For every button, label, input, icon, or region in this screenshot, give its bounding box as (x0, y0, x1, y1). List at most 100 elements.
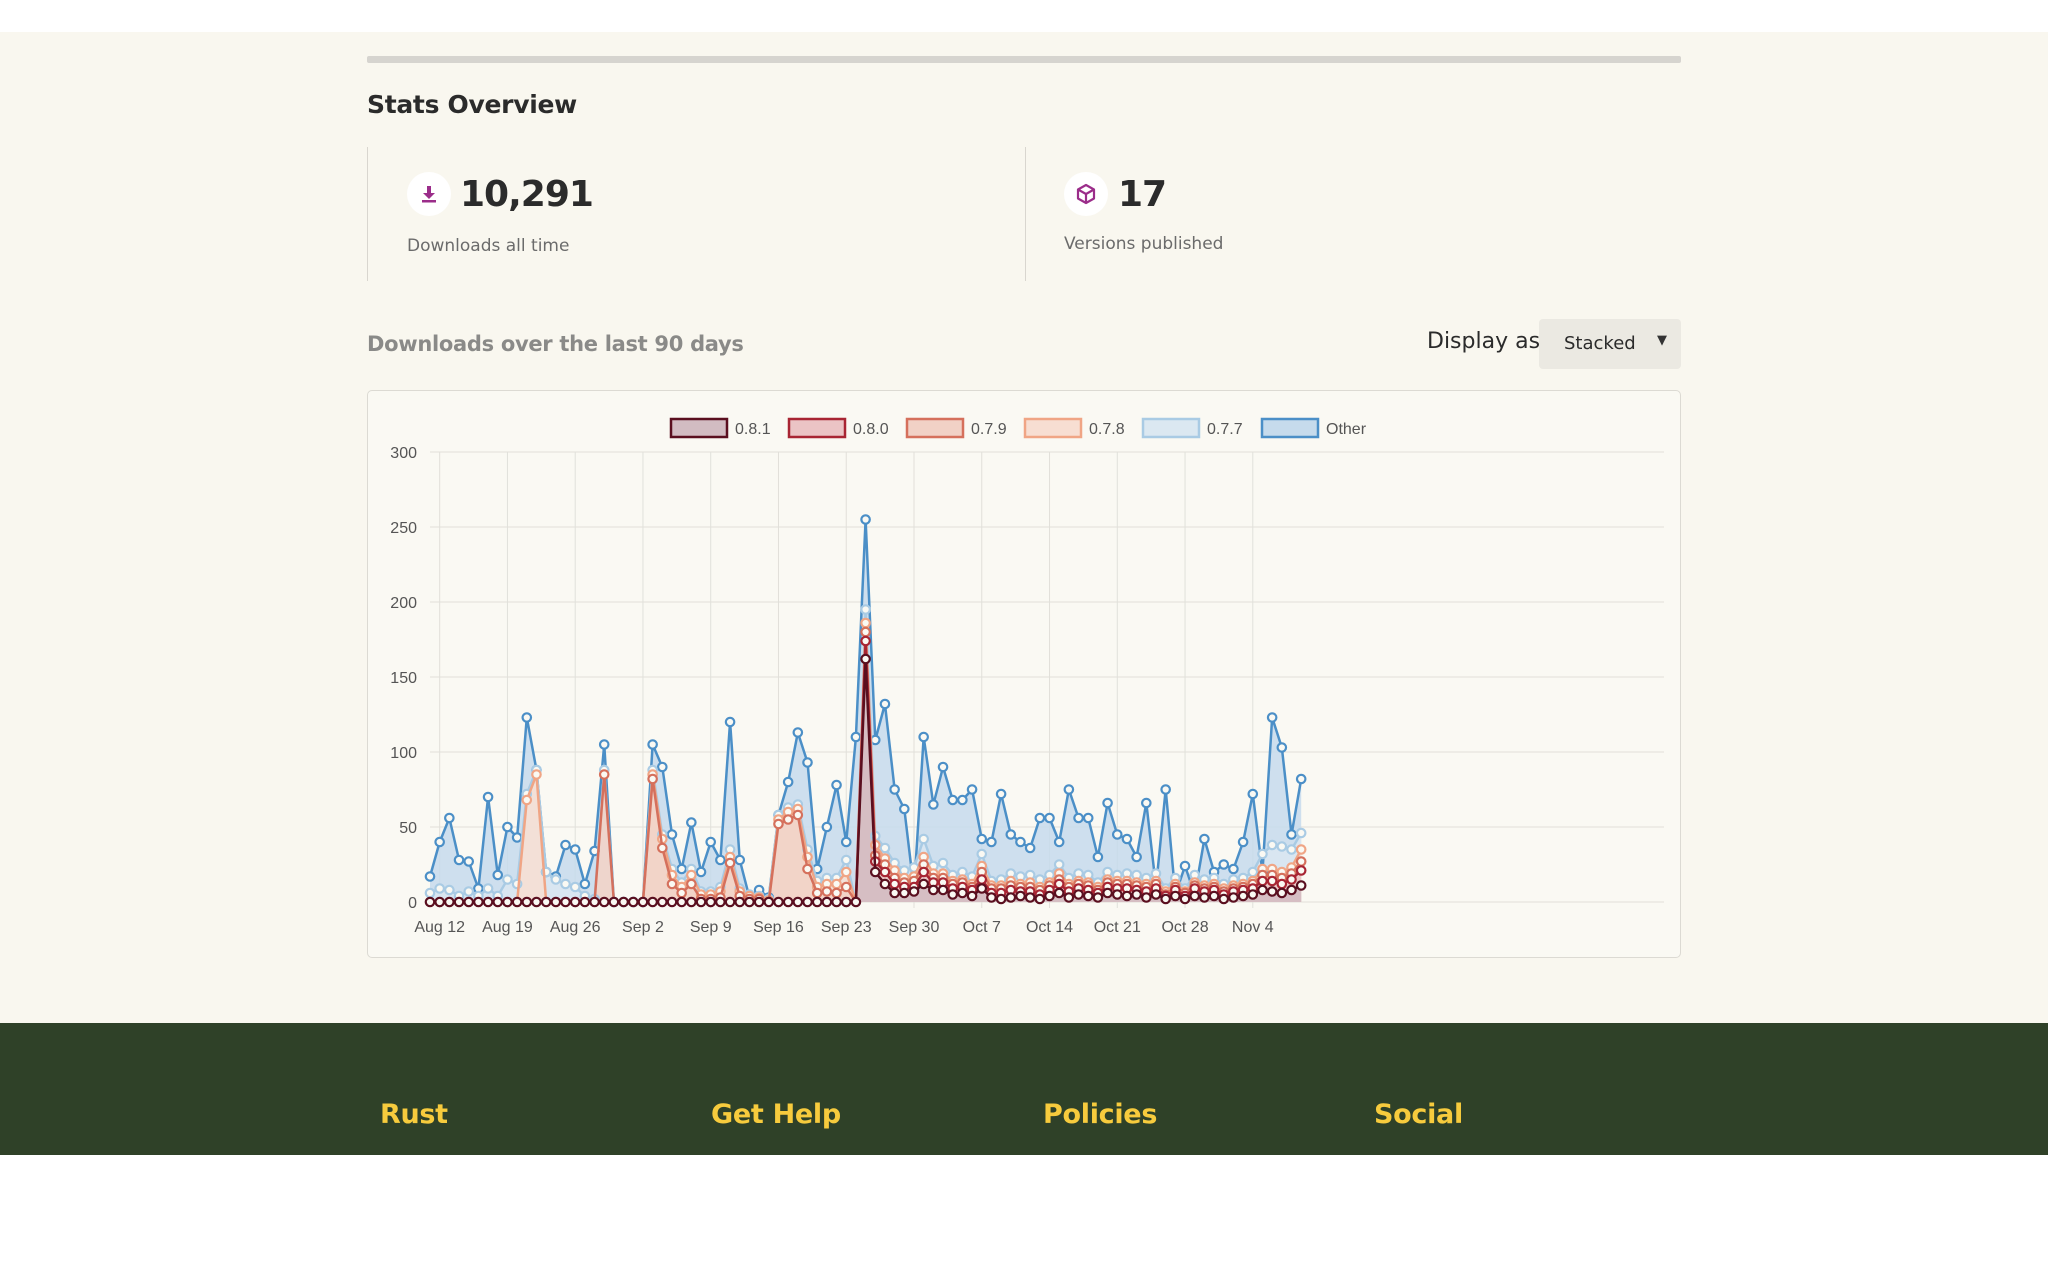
data-point-0.7.7 (560, 878, 571, 890)
display-mode-value: Stacked (1564, 333, 1636, 354)
data-point-Other (579, 878, 591, 890)
legend-swatch (787, 417, 847, 439)
data-point-0.7.7 (840, 854, 852, 866)
data-point-0.7.7 (482, 883, 494, 894)
data-point-0.8.1 (657, 896, 668, 908)
data-point-Other (1218, 859, 1230, 870)
data-point-0.8.1 (511, 896, 523, 908)
data-point-0.7.9 (802, 863, 813, 875)
data-point-0.8.1 (1131, 889, 1142, 900)
footer-heading-policies: Policies (1043, 1099, 1158, 1130)
data-point-0.8.1 (1208, 890, 1220, 902)
data-point-0.7.9 (860, 626, 871, 638)
data-point-0.8.1 (521, 896, 533, 908)
data-point-0.8.1 (831, 896, 842, 908)
data-point-0.8.1 (850, 896, 862, 908)
data-point-0.7.9 (811, 887, 823, 899)
data-point-0.8.1 (869, 866, 881, 878)
data-point-0.8.1 (811, 896, 823, 908)
data-point-0.8.1 (473, 896, 484, 908)
y-tick-label: 250 (390, 520, 417, 537)
data-point-0.7.7 (550, 874, 562, 885)
data-point-Other (1141, 797, 1152, 809)
data-point-0.8.1 (424, 896, 436, 908)
data-point-0.8.1 (569, 896, 581, 908)
x-tick-label: Sep 30 (889, 919, 940, 936)
data-point-0.8.1 (1170, 890, 1181, 902)
data-point-Other (482, 791, 494, 803)
data-point-0.7.7 (879, 842, 891, 854)
x-tick-label: Aug 12 (414, 919, 465, 936)
data-point-0.8.1 (1189, 890, 1201, 902)
data-point-0.8.1 (966, 890, 978, 902)
data-point-0.7.9 (724, 857, 736, 869)
x-tick-label: Oct 28 (1161, 919, 1208, 936)
data-point-Other (879, 698, 891, 710)
data-point-Other (889, 784, 900, 795)
data-point-Other (598, 739, 610, 750)
data-point-0.7.9 (782, 814, 794, 825)
data-point-0.8.1 (695, 896, 707, 908)
legend-swatch (1141, 417, 1201, 439)
data-point-Other (1266, 712, 1278, 723)
content-column: Stats Overview 10,291 Downloads all time (367, 32, 1681, 1023)
data-point-Other (1082, 812, 1094, 824)
legend-label: 0.8.0 (853, 421, 889, 438)
download-icon (407, 172, 451, 216)
data-point-Other (899, 803, 910, 815)
y-tick-label: 0 (408, 895, 417, 912)
data-point-Other (569, 844, 581, 855)
data-point-0.8.1 (1111, 889, 1123, 900)
versions-stat-card: 17 Versions published (1025, 147, 1666, 281)
data-point-Other (1295, 773, 1307, 785)
data-point-0.8.1 (724, 896, 736, 908)
data-point-Other (502, 821, 513, 833)
data-point-0.7.7 (1276, 841, 1288, 852)
data-point-0.7.9 (666, 878, 678, 890)
data-point-0.8.1 (1266, 886, 1278, 897)
data-point-0.8.1 (1053, 887, 1065, 899)
data-point-Other (792, 727, 804, 738)
data-point-Other (966, 784, 978, 795)
data-point-0.8.0 (1286, 874, 1297, 885)
data-point-Other (821, 821, 833, 833)
data-point-0.8.1 (608, 896, 620, 908)
legend-swatch (669, 417, 729, 439)
data-point-0.7.9 (686, 878, 697, 890)
legend-label: Other (1326, 421, 1367, 438)
display-mode-select[interactable]: Stacked ▼ (1539, 319, 1681, 369)
data-point-0.8.1 (918, 878, 929, 890)
data-point-0.8.1 (1082, 890, 1094, 902)
data-point-0.7.9 (821, 886, 833, 897)
data-point-Other (850, 731, 862, 743)
data-point-0.8.1 (928, 884, 939, 896)
data-point-0.8.0 (879, 866, 891, 878)
data-point-0.8.1 (976, 883, 988, 894)
data-point-0.8.1 (666, 896, 678, 908)
data-point-Other (647, 739, 658, 750)
data-point-0.8.1 (550, 896, 562, 908)
data-point-0.8.1 (1247, 889, 1259, 900)
data-point-Other (657, 761, 668, 773)
data-point-0.8.1 (1228, 892, 1239, 903)
data-point-Other (986, 836, 997, 848)
data-point-0.8.1 (792, 896, 804, 908)
data-point-0.8.1 (1102, 887, 1113, 899)
data-point-0.8.1 (531, 896, 542, 908)
data-point-Other (1092, 851, 1104, 863)
data-point-Other (1247, 788, 1259, 800)
series-area-0.8.1 (430, 659, 1302, 902)
data-point-0.8.0 (1276, 878, 1288, 890)
data-point-0.8.1 (937, 884, 949, 896)
legend-label: 0.7.9 (971, 421, 1007, 438)
data-point-0.8.1 (1199, 892, 1210, 903)
data-point-0.8.1 (647, 896, 658, 908)
data-point-0.7.9 (676, 887, 687, 899)
data-point-0.7.9 (773, 818, 784, 830)
x-tick-label: Nov 4 (1232, 919, 1274, 936)
x-tick-label: Sep 23 (821, 919, 872, 936)
data-point-0.8.1 (1179, 893, 1191, 905)
data-point-0.8.1 (637, 896, 649, 908)
data-point-0.8.1 (540, 896, 552, 908)
data-point-0.7.8 (521, 794, 533, 806)
